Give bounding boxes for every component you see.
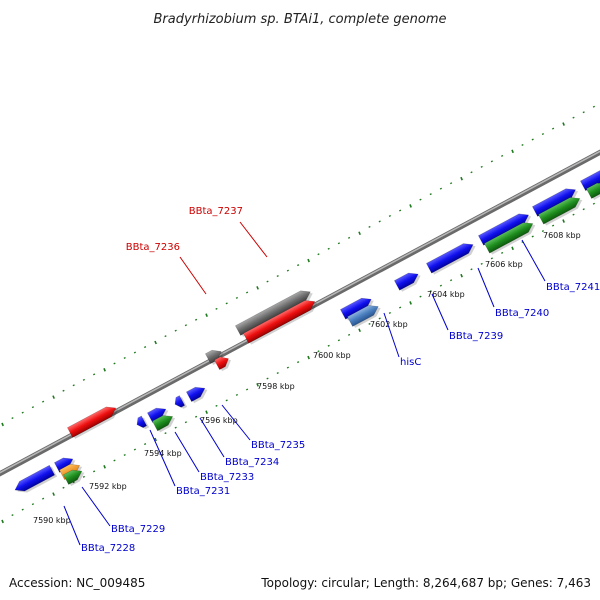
gene-bbta-7237-grey [234, 290, 313, 337]
gene-bbta-7229-green [62, 469, 85, 487]
leader-line [149, 429, 176, 487]
gene-bbta-7237 [242, 300, 318, 345]
gene-label-text: BBta_7237 [189, 206, 243, 217]
gene-label-bbta-7237: BBta_7237 [189, 206, 268, 258]
leader-line [431, 293, 449, 331]
gene-label-bbta-7240: BBta_7240 [477, 267, 549, 319]
tick-label: 7590 kbp [33, 516, 71, 525]
gene-labels: BBta_7228 BBta_7229 BBta_7231 BBta_7233 BBta… [63, 206, 600, 554]
gene-label-text: BBta_7235 [251, 440, 305, 451]
accession-text: Accession: NC_009485 [9, 576, 145, 590]
gene-bbta-7241 [537, 197, 583, 226]
gene-label-bbta-7236: BBta_7236 [126, 242, 207, 295]
tick-tracks [1, 105, 596, 524]
leader-line [179, 256, 207, 295]
tick-label: 7600 kbp [313, 351, 351, 360]
outer-tick-track [1, 105, 596, 427]
gene-bbta-7236 [213, 356, 231, 372]
tick-label: 7604 kbp [427, 290, 465, 299]
leader-line [383, 312, 400, 358]
gene-label-bbta-7229: BBta_7229 [81, 486, 165, 535]
gene-label-text: BBta_7236 [126, 242, 180, 253]
gene-bbta-7233-small [174, 395, 188, 409]
inner-tick-track [1, 202, 596, 524]
gene-red-7590 [66, 406, 119, 439]
leader-line [81, 486, 111, 527]
gene-label-bbta-7239: BBta_7239 [431, 293, 503, 342]
tick-label: 7606 kbp [485, 260, 523, 269]
gene-label-bbta-7233: BBta_7233 [174, 431, 254, 483]
gene-bbta-7239 [393, 272, 421, 292]
gene-features [14, 170, 600, 493]
gene-bbta-7236-grey [204, 349, 224, 365]
gene-hisc [346, 305, 381, 328]
leader-line [477, 267, 495, 308]
leader-line [63, 505, 81, 546]
gene-label-hisc: hisC [383, 312, 421, 368]
genome-summary-text: Topology: circular; Length: 8,264,687 bp… [260, 576, 591, 590]
tick-label: 7608 kbp [543, 231, 581, 240]
gene-label-bbta-7241: BBta_7241 [521, 239, 600, 293]
leader-line [199, 417, 225, 458]
gene-label-bbta-7234: BBta_7234 [199, 417, 279, 468]
leader-line [239, 221, 268, 258]
tick-label: 7602 kbp [370, 320, 408, 329]
gene-label-text: BBta_7241 [546, 282, 600, 293]
gene-label-text: BBta_7234 [225, 457, 279, 468]
gene-label-text: BBta_7239 [449, 331, 503, 342]
gene-label-bbta-7231: BBta_7231 [149, 429, 230, 497]
gene-label-text: BBta_7229 [111, 524, 165, 535]
gene-bbta-7234 [185, 386, 208, 404]
gene-label-text: BBta_7228 [81, 543, 135, 554]
gene-label-text: BBta_7231 [176, 486, 230, 497]
gene-bbta-7231-small [136, 415, 150, 430]
gene-bbta-7240-green [483, 222, 536, 255]
tick-labels: 7590 kbp 7592 kbp 7594 kbp 7596 kbp 7598 kbp… [33, 231, 581, 525]
gene-bbta-7242-green [585, 182, 600, 200]
tick-label: 7594 kbp [144, 449, 182, 458]
gene-label-bbta-7235: BBta_7235 [221, 404, 305, 451]
tick-label: 7598 kbp [257, 382, 295, 391]
gene-label-text: hisC [400, 357, 421, 368]
leader-line [221, 404, 251, 441]
gene-label-text: BBta_7233 [200, 472, 254, 483]
gene-bbta-7228 [14, 464, 58, 493]
gene-label-bbta-7228: BBta_7228 [63, 505, 135, 554]
leader-line [174, 431, 200, 473]
gene-bbta-7240-upper [425, 243, 476, 275]
tick-label: 7592 kbp [89, 482, 127, 491]
tick-label: 7596 kbp [200, 416, 238, 425]
gene-bbta-7233 [151, 415, 176, 433]
leader-line [521, 239, 546, 282]
map-title: Bradyrhizobium sp. BTAi1, complete genom… [153, 12, 446, 27]
gene-label-text: BBta_7240 [495, 308, 549, 319]
